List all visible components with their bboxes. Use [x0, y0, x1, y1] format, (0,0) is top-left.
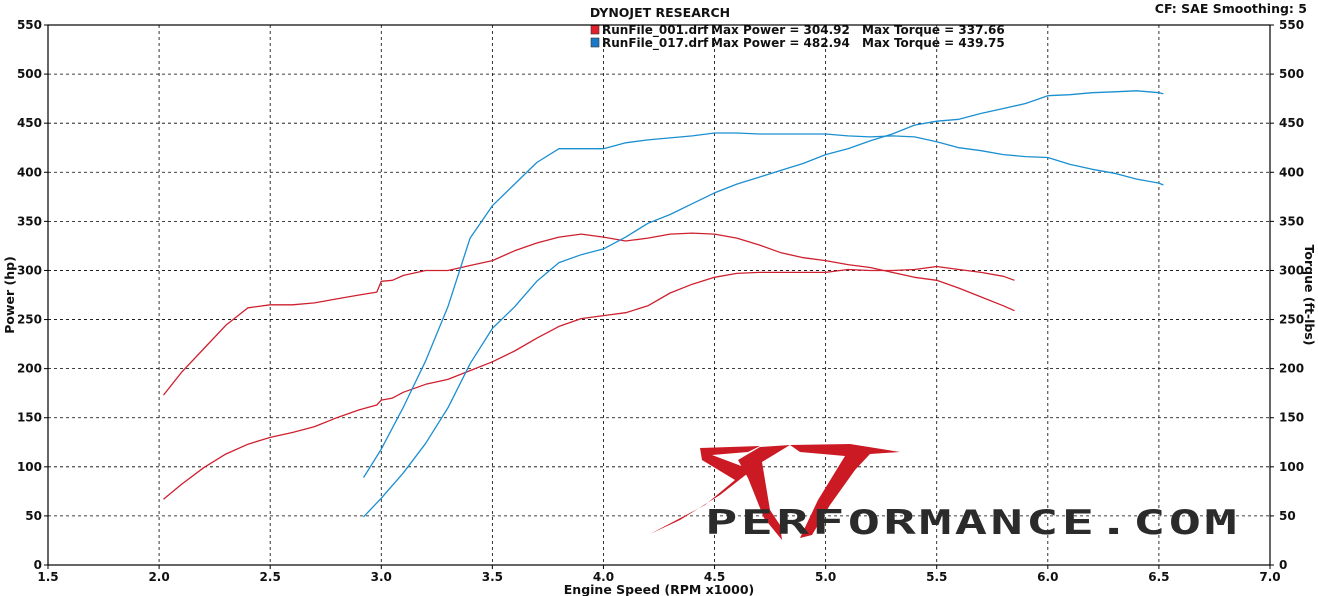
y-right-tick-label-2: 100 [1279, 460, 1304, 474]
y-left-tick-label-7: 350 [17, 214, 42, 228]
y-left-tick-label-8: 400 [17, 165, 42, 179]
plot-frame [47, 24, 1271, 566]
legend-torque-run-1: Max Torque = 337.66 [862, 23, 1005, 37]
svt-performance-logo: PERFORMANCE.COM [650, 444, 1240, 543]
y-right-tick-label-6: 300 [1279, 263, 1304, 277]
x-tick-label-0: 1.5 [37, 570, 58, 584]
x-tick-label-9: 6.0 [1037, 570, 1058, 584]
x-tick-label-6: 4.5 [704, 570, 725, 584]
legend-file-run-1: RunFile_001.drf [602, 23, 709, 38]
series-run-1-torque-line [162, 232, 1015, 396]
y-right-tick-label-3: 150 [1279, 411, 1304, 425]
y-left-tick-label-5: 250 [17, 313, 42, 327]
y-axis-label-left: Power (hp) [2, 256, 17, 334]
y-right-tick-label-11: 550 [1279, 18, 1304, 32]
series-run-2-power-line [363, 90, 1164, 518]
legend-swatch-run-1 [590, 24, 600, 35]
y-right-tick-label-9: 450 [1279, 116, 1304, 130]
grid [48, 25, 1270, 565]
right-y-axis-ticks: 0 50 100 150 200 250 300 350 400 450 500 550 [1270, 18, 1304, 572]
legend-entry-run-2: RunFile_017.drf Max Power = 482.94 Max T… [590, 36, 1005, 51]
legend-swatch-run-2 [590, 37, 600, 48]
chart-title: DYNOJET RESEARCH [590, 5, 730, 20]
legend-power-run-2: Max Power = 482.94 [711, 36, 850, 50]
x-tick-label-7: 5.0 [815, 570, 836, 584]
x-tick-label-11: 7.0 [1259, 570, 1280, 584]
y-right-tick-label-7: 350 [1279, 214, 1304, 228]
y-left-tick-label-4: 200 [17, 362, 42, 376]
y-right-tick-label-0: 0 [1279, 558, 1287, 572]
legend-file-run-2: RunFile_017.drf [602, 36, 709, 51]
y-left-tick-label-9: 450 [17, 116, 42, 130]
legend-entry-run-1: RunFile_001.drf Max Power = 304.92 Max T… [590, 23, 1005, 38]
y-right-tick-label-1: 50 [1279, 509, 1296, 523]
legend-power-run-1: Max Power = 304.92 [711, 23, 850, 37]
legend: RunFile_001.drf Max Power = 304.92 Max T… [590, 23, 1005, 51]
x-tick-label-10: 6.5 [1148, 570, 1169, 584]
y-left-tick-label-11: 550 [17, 18, 42, 32]
y-axis-label-right: Torque (ft-lbs) [1302, 245, 1317, 346]
y-left-tick-label-1: 50 [25, 509, 42, 523]
x-tick-label-4: 3.5 [482, 570, 503, 584]
x-axis-ticks: 1.5 2.0 2.5 3.0 3.5 4.0 4.5 5.0 5.5 6.0 6.5 7.0 [37, 565, 1281, 584]
y-right-tick-label-8: 400 [1279, 165, 1304, 179]
y-right-tick-label-4: 200 [1279, 362, 1304, 376]
series-run-2-torque-line [362, 132, 1164, 478]
y-left-tick-label-10: 500 [17, 67, 42, 81]
y-right-tick-label-10: 500 [1279, 67, 1304, 81]
x-tick-label-8: 5.5 [926, 570, 947, 584]
y-left-tick-label-2: 100 [17, 460, 42, 474]
x-axis-label: Engine Speed (RPM x1000) [564, 582, 754, 596]
svt-logo-mark [650, 444, 900, 540]
x-tick-label-2: 2.5 [260, 570, 281, 584]
series-run-1-power-line [163, 265, 1015, 500]
x-tick-label-1: 2.0 [148, 570, 169, 584]
left-y-axis-ticks: 0 50 100 150 200 250 300 350 400 450 500 550 [17, 18, 48, 572]
y-left-tick-label-6: 300 [17, 263, 42, 277]
y-left-tick-label-3: 150 [17, 411, 42, 425]
x-tick-label-3: 3.0 [371, 570, 392, 584]
logo-domain-text: PERFORMANCE.COM [705, 503, 1240, 543]
chart-settings-label: CF: SAE Smoothing: 5 [1155, 1, 1307, 16]
svt-logo-text: PERFORMANCE.COM [705, 503, 1240, 543]
x-tick-label-5: 4.0 [593, 570, 614, 584]
series-layer [162, 90, 1164, 518]
y-left-tick-label-0: 0 [34, 558, 42, 572]
y-right-tick-label-5: 250 [1279, 313, 1304, 327]
legend-torque-run-2: Max Torque = 439.75 [862, 36, 1005, 50]
